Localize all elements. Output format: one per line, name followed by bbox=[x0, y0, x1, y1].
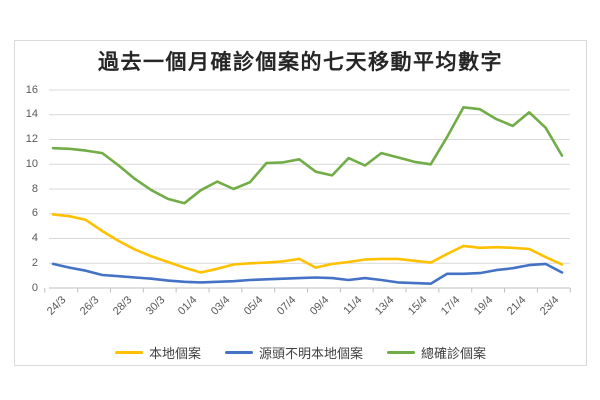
legend-label: 總確診個案 bbox=[421, 346, 487, 361]
y-tick-label: 10 bbox=[25, 157, 38, 170]
legend-item-local-cases: 本地個案 bbox=[114, 343, 201, 362]
chart-title: 過去一個月確診個案的七天移動平均數字 bbox=[98, 50, 503, 74]
y-tick-label: 2 bbox=[31, 256, 38, 269]
y-tick-label: 14 bbox=[25, 108, 38, 121]
series-line-unknown-source-local-cases bbox=[51, 262, 564, 286]
legend-item-unknown-source-local-cases: 源頭不明本地個案 bbox=[224, 343, 363, 362]
legend-item-total-confirmed-cases: 總確診個案 bbox=[387, 343, 486, 362]
series-line-local-cases bbox=[51, 213, 564, 274]
y-tick-label: 8 bbox=[31, 182, 38, 195]
chart-border bbox=[14, 40, 587, 366]
legend: 本地個案 源頭不明本地個案 總確診個案 bbox=[14, 343, 587, 362]
y-tick-label: 12 bbox=[25, 133, 38, 145]
series-line-total-confirmed-cases bbox=[51, 106, 564, 205]
y-tick-label: 6 bbox=[31, 207, 38, 220]
y-tick-label: 4 bbox=[31, 232, 38, 244]
legend-label: 本地個案 bbox=[148, 346, 201, 361]
y-tick-label: 16 bbox=[25, 83, 38, 96]
legend-label: 源頭不明本地個案 bbox=[258, 346, 363, 361]
legend-line-swatch-yellow bbox=[114, 351, 143, 354]
y-tick-label: 0 bbox=[31, 281, 38, 294]
legend-line-swatch-blue bbox=[224, 351, 253, 354]
legend-line-swatch-green bbox=[387, 351, 415, 354]
